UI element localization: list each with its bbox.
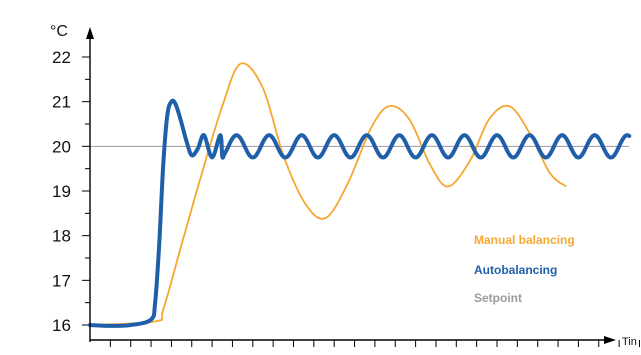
y-minor-ticks — [82, 56, 90, 326]
y-tick-label: 20 — [52, 137, 71, 156]
manual-balancing-line — [89, 62, 567, 326]
x-axis-arrowhead — [604, 336, 616, 344]
y-tick-labels: 16 17 18 19 20 21 22 — [52, 48, 71, 335]
y-tick-label: 17 — [52, 271, 71, 290]
y-axis-unit-label: °C — [50, 23, 68, 40]
autobalancing-line — [88, 98, 632, 328]
legend-setpoint: Setpoint — [474, 291, 522, 305]
y-tick-label: 19 — [52, 182, 71, 201]
y-tick-label: 21 — [52, 93, 71, 112]
x-tick-marks — [109, 340, 640, 347]
legend-manual-balancing: Manual balancing — [474, 233, 575, 247]
y-tick-label: 18 — [52, 227, 71, 246]
legend-autobalancing: Autobalancing — [474, 263, 557, 277]
y-tick-label: 22 — [52, 48, 71, 67]
y-tick-label: 16 — [52, 316, 71, 335]
y-axis-arrowhead — [86, 27, 94, 39]
x-axis-title: Tin — [622, 336, 637, 348]
